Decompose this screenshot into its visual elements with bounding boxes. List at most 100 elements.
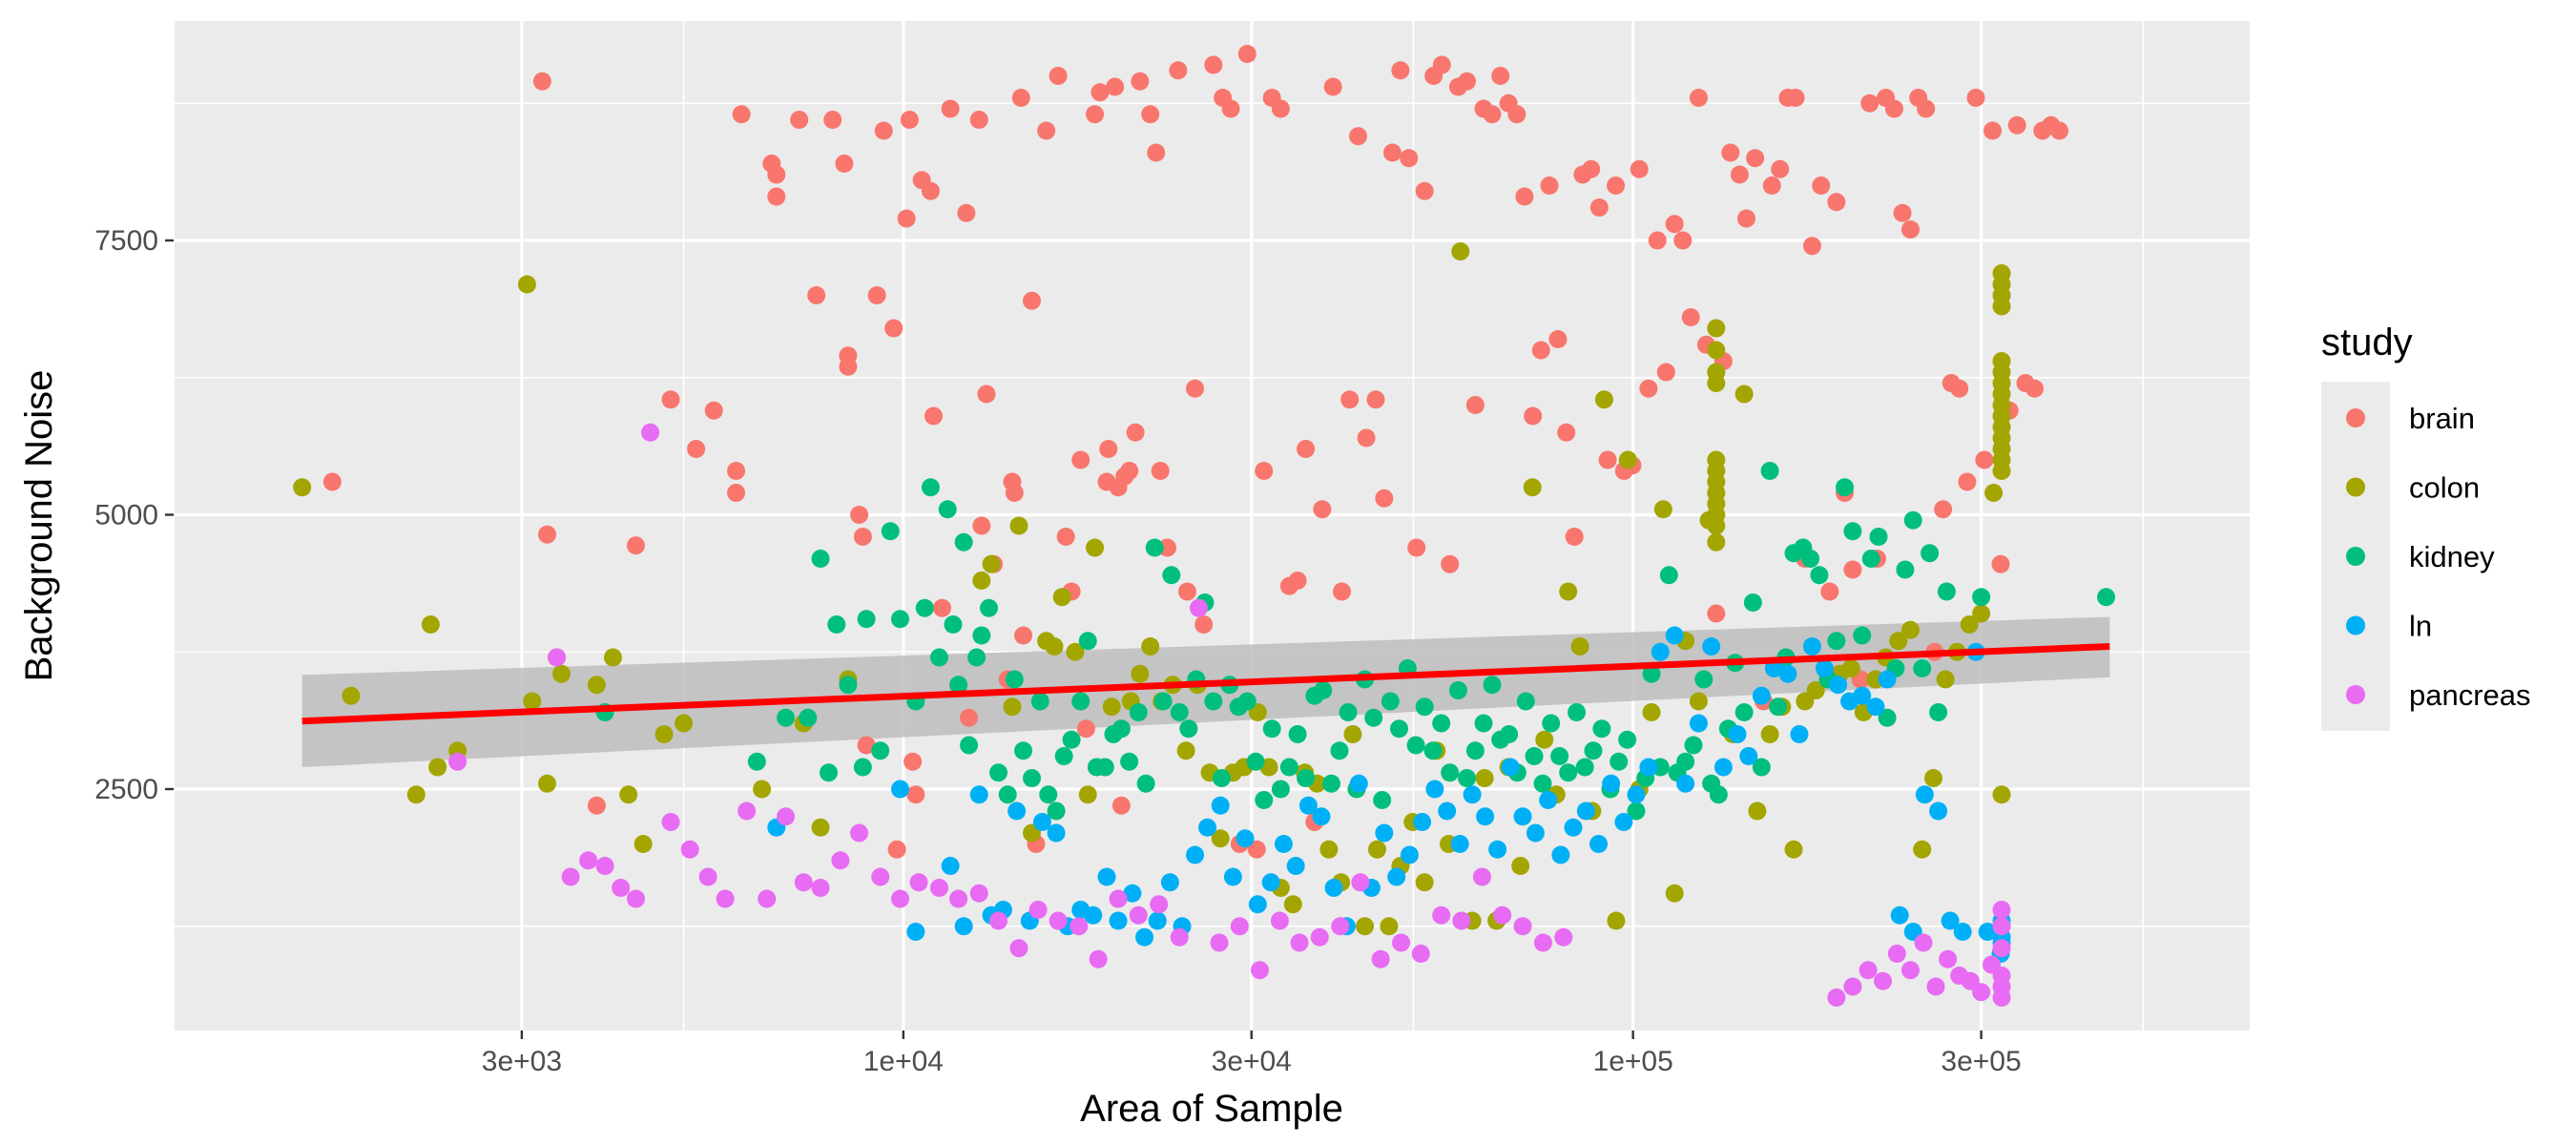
- point-pancreas: [579, 851, 598, 870]
- point-ln: [1488, 840, 1507, 859]
- point-pancreas: [1992, 989, 2011, 1007]
- point-colon: [1642, 703, 1661, 721]
- point-kidney: [1921, 544, 1940, 563]
- point-brain: [969, 111, 988, 129]
- legend-key-colon: [2346, 477, 2365, 497]
- point-ln: [1929, 802, 1948, 821]
- point-brain: [532, 72, 551, 91]
- point-pancreas: [1493, 906, 1512, 925]
- point-pancreas: [989, 911, 1008, 930]
- point-brain: [1730, 165, 1749, 184]
- point-brain: [661, 390, 680, 409]
- point-brain: [1665, 215, 1684, 234]
- point-brain: [1120, 462, 1139, 480]
- point-ln: [969, 785, 988, 804]
- point-kidney: [1769, 697, 1788, 717]
- point-pancreas: [1533, 933, 1552, 952]
- point-pancreas: [1009, 939, 1028, 958]
- point-colon: [1689, 692, 1708, 711]
- point-ln: [906, 923, 925, 941]
- point-pancreas: [1189, 598, 1208, 617]
- point-brain: [1091, 83, 1110, 102]
- point-ln: [1614, 813, 1633, 831]
- point-colon: [982, 554, 1001, 573]
- point-ln: [1790, 725, 1809, 743]
- point-pancreas: [661, 813, 680, 831]
- point-brain: [1169, 61, 1188, 80]
- point-brain: [1106, 77, 1125, 96]
- point-kidney: [1432, 714, 1451, 733]
- legend-label-ln: ln: [2409, 610, 2432, 643]
- scatter-points: [293, 45, 2116, 1007]
- point-brain: [1689, 89, 1708, 107]
- point-colon: [1570, 637, 1589, 656]
- x-axis-ticks: 3e+03 1e+04 3e+04 1e+05 3e+05: [482, 1030, 2022, 1077]
- point-kidney: [1237, 692, 1257, 711]
- point-kidney: [1659, 566, 1678, 585]
- point-colon: [603, 648, 622, 667]
- point-kidney: [1136, 774, 1155, 793]
- point-brain: [1707, 604, 1726, 623]
- point-colon: [1367, 840, 1386, 859]
- point-brain: [1441, 554, 1460, 573]
- point-colon: [1451, 242, 1470, 260]
- legend-key-brain: [2346, 408, 2365, 427]
- point-pancreas: [1150, 895, 1169, 914]
- point-colon: [811, 818, 830, 837]
- point-colon: [1283, 895, 1302, 914]
- point-pancreas: [1827, 989, 1846, 1007]
- point-kidney: [1568, 703, 1587, 721]
- point-pancreas: [1070, 917, 1089, 936]
- point-brain: [1332, 582, 1351, 601]
- point-brain: [1221, 99, 1240, 118]
- point-brain: [1786, 89, 1805, 107]
- point-pancreas: [1109, 889, 1128, 908]
- point-ln: [1764, 659, 1783, 677]
- point-brain: [1131, 72, 1150, 91]
- point-kidney: [1204, 692, 1223, 711]
- point-kidney: [811, 550, 830, 568]
- point-brain: [1639, 379, 1658, 398]
- point-ln: [1627, 785, 1646, 804]
- point-ln: [1513, 807, 1532, 826]
- point-colon: [1992, 264, 2011, 282]
- point-colon: [293, 478, 312, 497]
- point-ln: [1752, 686, 1771, 705]
- point-brain: [1340, 390, 1360, 409]
- point-brain: [874, 121, 893, 140]
- point-kidney: [915, 598, 934, 617]
- point-kidney: [980, 598, 999, 617]
- point-kidney: [1314, 681, 1333, 699]
- point-ln: [1438, 802, 1457, 821]
- point-brain: [1111, 796, 1131, 815]
- point-kidney: [1843, 522, 1862, 541]
- point-ln: [1413, 813, 1432, 831]
- point-pancreas: [1843, 977, 1862, 996]
- point-colon: [1045, 637, 1064, 656]
- point-pancreas: [1230, 917, 1249, 936]
- point-colon: [1319, 840, 1339, 859]
- point-ln: [1829, 676, 1848, 695]
- point-brain: [1049, 67, 1068, 85]
- point-brain: [1746, 149, 1765, 168]
- y-axis-title: Background Noise: [18, 370, 60, 682]
- point-brain: [1247, 840, 1266, 859]
- point-colon: [1078, 785, 1097, 804]
- point-ln: [1676, 774, 1695, 793]
- point-ln: [1526, 823, 1545, 843]
- point-brain: [850, 506, 869, 524]
- point-brain: [1255, 462, 1274, 480]
- point-pancreas: [1290, 933, 1309, 952]
- point-kidney: [1054, 747, 1073, 765]
- point-brain: [2050, 121, 2069, 140]
- point-colon: [1343, 725, 1362, 743]
- point-kidney: [949, 676, 968, 695]
- point-brain: [900, 111, 919, 129]
- point-kidney: [1869, 528, 1888, 546]
- point-pancreas: [1129, 906, 1148, 925]
- point-brain: [1141, 105, 1160, 124]
- point-pancreas: [850, 823, 869, 843]
- point-brain: [1366, 390, 1385, 409]
- point-kidney: [1246, 752, 1265, 771]
- point-ln: [1651, 642, 1670, 661]
